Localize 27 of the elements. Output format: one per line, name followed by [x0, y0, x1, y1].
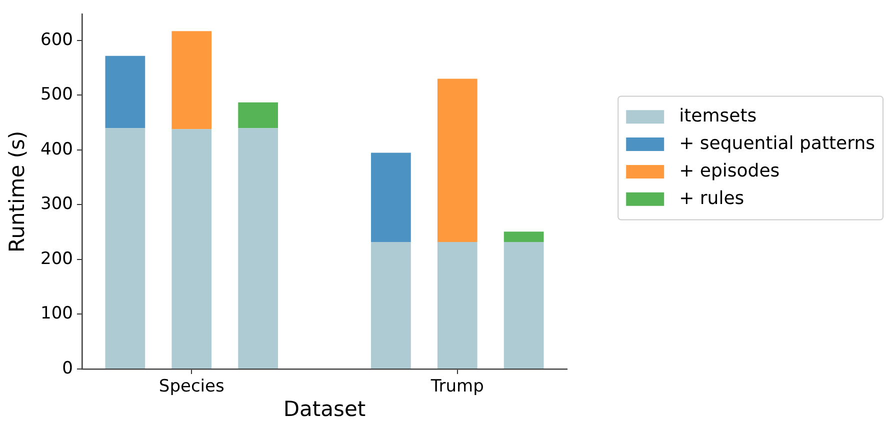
x-axis-title: Dataset: [283, 396, 366, 421]
legend-label: itemsets: [679, 106, 757, 127]
x-tick-label: Trump: [430, 376, 484, 397]
bar: [105, 128, 146, 368]
bar: [238, 102, 278, 128]
legend-label: + sequential patterns: [679, 132, 876, 154]
bar: [172, 31, 212, 130]
bar: [504, 232, 544, 242]
bar: [371, 242, 411, 368]
x-tick-label: Species: [158, 376, 224, 397]
bar: [105, 56, 146, 128]
bar: [172, 129, 212, 368]
bar: [238, 128, 278, 368]
y-tick-label: 200: [40, 248, 73, 269]
y-axis-title: Runtime (s): [5, 130, 30, 252]
bar: [504, 242, 544, 368]
legend-label: + episodes: [679, 160, 780, 182]
y-tick-label: 600: [40, 30, 73, 50]
legend-label: + rules: [679, 188, 744, 209]
y-tick-label: 400: [40, 139, 73, 160]
bar: [437, 78, 478, 242]
bar: [371, 152, 411, 242]
y-tick-label: 100: [40, 304, 73, 324]
y-tick-label: 0: [62, 358, 73, 378]
bar: [437, 242, 478, 368]
y-tick-label: 300: [40, 194, 73, 214]
y-tick-label: 500: [40, 84, 73, 105]
